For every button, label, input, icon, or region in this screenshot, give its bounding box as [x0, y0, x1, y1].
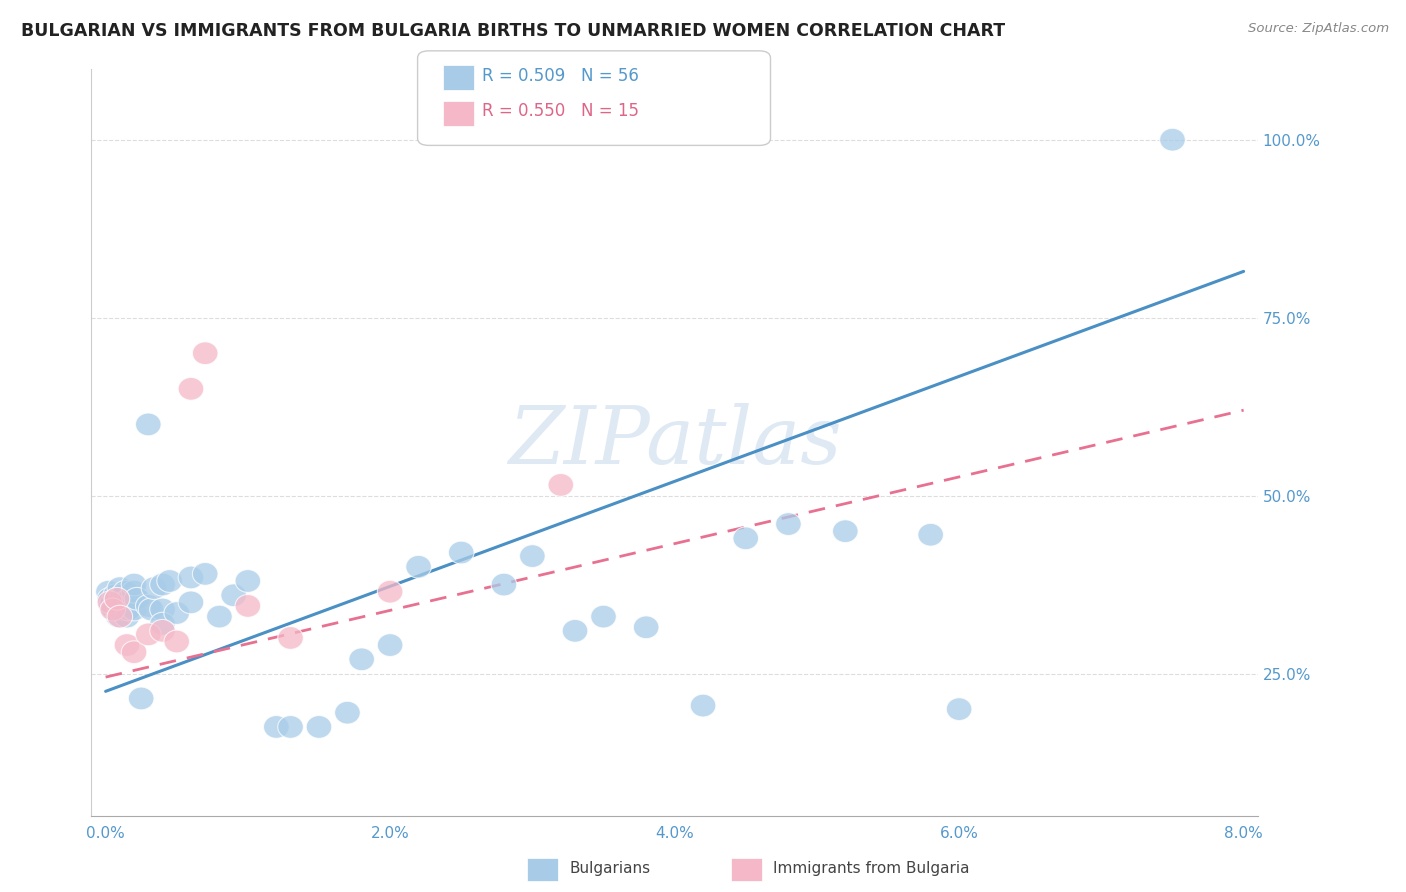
- Ellipse shape: [115, 599, 141, 621]
- Ellipse shape: [138, 599, 165, 621]
- Ellipse shape: [121, 574, 146, 596]
- Ellipse shape: [548, 474, 574, 496]
- Ellipse shape: [103, 584, 128, 607]
- Ellipse shape: [165, 601, 190, 624]
- Ellipse shape: [235, 570, 260, 592]
- Ellipse shape: [135, 413, 162, 436]
- Ellipse shape: [107, 599, 132, 621]
- Ellipse shape: [121, 640, 146, 664]
- Ellipse shape: [141, 577, 167, 599]
- Ellipse shape: [157, 570, 183, 592]
- Ellipse shape: [406, 556, 432, 578]
- Ellipse shape: [193, 563, 218, 585]
- Ellipse shape: [128, 687, 155, 710]
- Ellipse shape: [100, 599, 125, 621]
- Ellipse shape: [690, 694, 716, 717]
- Ellipse shape: [491, 574, 517, 596]
- Ellipse shape: [278, 626, 304, 649]
- Ellipse shape: [207, 605, 232, 628]
- Ellipse shape: [149, 619, 176, 642]
- Ellipse shape: [117, 588, 142, 610]
- Ellipse shape: [104, 588, 129, 610]
- Ellipse shape: [1160, 128, 1185, 151]
- Ellipse shape: [520, 545, 546, 567]
- Ellipse shape: [263, 715, 290, 739]
- Ellipse shape: [733, 527, 759, 549]
- Ellipse shape: [135, 623, 162, 646]
- Ellipse shape: [105, 605, 131, 628]
- Ellipse shape: [179, 591, 204, 614]
- Ellipse shape: [633, 615, 659, 639]
- Ellipse shape: [149, 612, 176, 635]
- Ellipse shape: [135, 595, 162, 617]
- Ellipse shape: [121, 599, 146, 621]
- Ellipse shape: [562, 619, 588, 642]
- Ellipse shape: [946, 698, 972, 721]
- Ellipse shape: [111, 591, 136, 614]
- Ellipse shape: [107, 577, 132, 599]
- Ellipse shape: [591, 605, 616, 628]
- Ellipse shape: [121, 581, 146, 603]
- Ellipse shape: [179, 566, 204, 589]
- Ellipse shape: [114, 605, 139, 628]
- Ellipse shape: [221, 584, 246, 607]
- Ellipse shape: [335, 701, 360, 724]
- Ellipse shape: [307, 715, 332, 739]
- Ellipse shape: [98, 595, 124, 617]
- Ellipse shape: [110, 584, 135, 607]
- Ellipse shape: [193, 342, 218, 365]
- Ellipse shape: [449, 541, 474, 564]
- Ellipse shape: [349, 648, 374, 671]
- Ellipse shape: [97, 591, 122, 614]
- Ellipse shape: [918, 524, 943, 546]
- Ellipse shape: [149, 574, 176, 596]
- Ellipse shape: [100, 591, 125, 614]
- Ellipse shape: [124, 588, 149, 610]
- Ellipse shape: [278, 715, 304, 739]
- Ellipse shape: [179, 377, 204, 401]
- Ellipse shape: [149, 599, 176, 621]
- Ellipse shape: [377, 633, 404, 657]
- Ellipse shape: [377, 581, 404, 603]
- Ellipse shape: [97, 588, 122, 610]
- Text: Bulgarians: Bulgarians: [569, 862, 651, 876]
- Ellipse shape: [96, 581, 121, 603]
- Text: Source: ZipAtlas.com: Source: ZipAtlas.com: [1249, 22, 1389, 36]
- Ellipse shape: [776, 513, 801, 535]
- Ellipse shape: [832, 520, 858, 542]
- Ellipse shape: [107, 605, 132, 628]
- Ellipse shape: [101, 599, 127, 621]
- Text: Immigrants from Bulgaria: Immigrants from Bulgaria: [773, 862, 970, 876]
- Text: R = 0.550   N = 15: R = 0.550 N = 15: [482, 103, 640, 120]
- Ellipse shape: [165, 630, 190, 653]
- Ellipse shape: [114, 633, 139, 657]
- Ellipse shape: [112, 581, 138, 603]
- Ellipse shape: [235, 595, 260, 617]
- Text: ZIPatlas: ZIPatlas: [508, 403, 841, 481]
- Text: BULGARIAN VS IMMIGRANTS FROM BULGARIA BIRTHS TO UNMARRIED WOMEN CORRELATION CHAR: BULGARIAN VS IMMIGRANTS FROM BULGARIA BI…: [21, 22, 1005, 40]
- Text: R = 0.509   N = 56: R = 0.509 N = 56: [482, 67, 640, 85]
- Ellipse shape: [104, 588, 129, 610]
